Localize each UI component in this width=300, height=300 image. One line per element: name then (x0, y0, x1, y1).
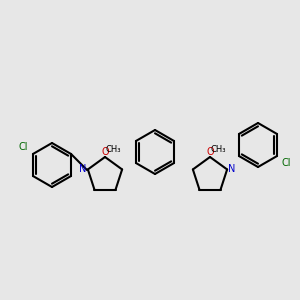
Text: CH₃: CH₃ (210, 145, 226, 154)
Text: Cl: Cl (19, 142, 28, 152)
Text: Cl: Cl (282, 158, 291, 168)
Text: N: N (228, 164, 236, 174)
Text: O: O (101, 147, 109, 157)
Text: CH₃: CH₃ (105, 145, 121, 154)
Text: N: N (79, 164, 87, 174)
Text: O: O (206, 147, 214, 157)
